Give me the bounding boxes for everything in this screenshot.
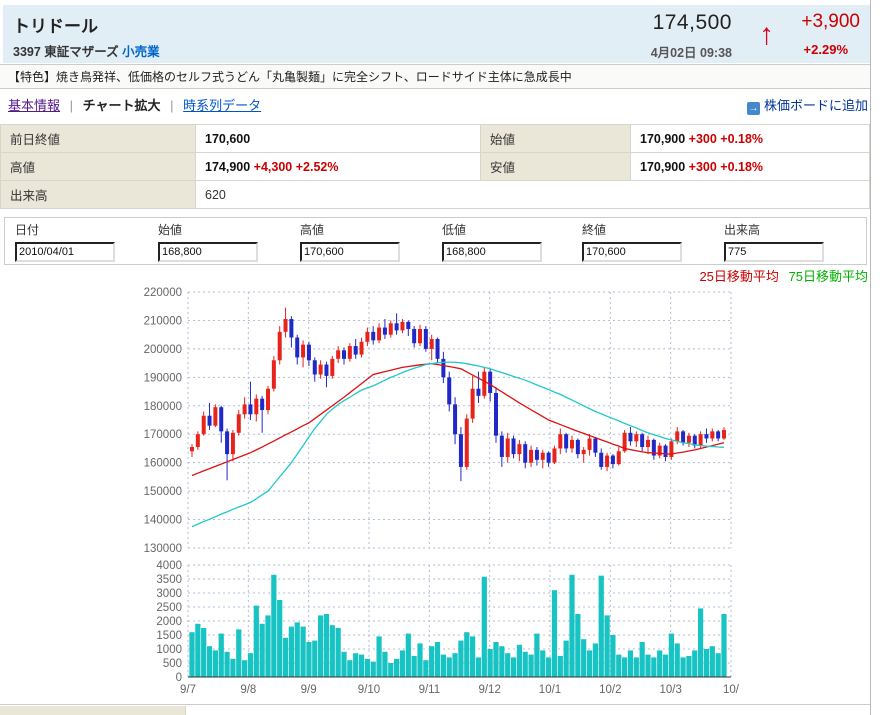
price-change-percent: +2.29%: [803, 42, 848, 57]
svg-text:10/2: 10/2: [599, 684, 621, 696]
svg-text:3000: 3000: [156, 588, 182, 600]
svg-text:9/9: 9/9: [301, 684, 317, 696]
volume-field-label: 出来高: [724, 223, 761, 237]
stock-name: トリドール: [13, 17, 98, 36]
svg-text:9/8: 9/8: [240, 684, 256, 696]
next-section-label-cell: [0, 706, 186, 715]
svg-text:200000: 200000: [144, 344, 182, 356]
tab-separator: |: [170, 98, 174, 113]
prev-close-value: 170,600: [195, 124, 481, 153]
quote-summary-table: 前日終値 170,600 始値 170,900 +300 +0.18% 高値 1…: [0, 124, 870, 209]
svg-text:190000: 190000: [144, 372, 182, 384]
stock-header: トリドール 3397 東証マザーズ 小売業 174,500 4月02日 09:3…: [3, 5, 870, 63]
ma25-legend: 25日移動平均: [699, 269, 779, 284]
arrow-right-icon: →: [746, 102, 760, 115]
field-volume: 出来高: [724, 221, 854, 262]
quote-input-section: 日付 始値 高値 低値 終値 出来高: [4, 217, 867, 265]
field-open: 始値: [158, 221, 288, 262]
svg-text:220000: 220000: [144, 287, 182, 299]
low-input[interactable]: [442, 242, 542, 262]
low-label: 安値: [480, 152, 631, 181]
field-date: 日付: [15, 221, 145, 262]
svg-text:160000: 160000: [144, 458, 182, 470]
prev-close-label: 前日終値: [0, 124, 196, 153]
open-field-label: 始値: [158, 223, 183, 237]
next-section-partial-row: [0, 704, 870, 715]
svg-text:0: 0: [176, 672, 182, 684]
svg-text:2500: 2500: [156, 602, 182, 614]
tab-timeseries[interactable]: 時系列データ: [183, 98, 262, 113]
svg-text:500: 500: [163, 658, 182, 670]
svg-text:140000: 140000: [144, 515, 182, 527]
high-label: 高値: [0, 152, 196, 181]
high-value: 174,900 +4,300 +2.52%: [195, 152, 481, 181]
svg-text:150000: 150000: [144, 486, 182, 498]
volume-value: 620: [195, 180, 870, 209]
current-price: 174,500: [652, 11, 732, 34]
stock-code: 3397: [13, 45, 41, 59]
svg-text:180000: 180000: [144, 401, 182, 413]
chart-legend: 25日移動平均 75日移動平均: [699, 266, 868, 285]
svg-text:10/1: 10/1: [539, 684, 561, 696]
open-input[interactable]: [158, 242, 258, 262]
high-input[interactable]: [300, 242, 400, 262]
industry-link[interactable]: 小売業: [122, 45, 160, 59]
up-arrow-icon: ↑: [759, 18, 774, 51]
stock-code-line: 3397 東証マザーズ 小売業: [13, 41, 160, 60]
add-board-label: 株価ボードに追加: [763, 98, 868, 113]
svg-text:9/11: 9/11: [419, 684, 441, 696]
date-input[interactable]: [15, 242, 115, 262]
tab-bar: 基本情報 | チャート拡大 | 時系列データ: [0, 91, 870, 121]
low-field-label: 低値: [442, 223, 467, 237]
quote-datetime: 4月02日 09:38: [650, 46, 732, 60]
tab-basic-info[interactable]: 基本情報: [8, 98, 61, 113]
low-value: 170,900 +300 +0.18%: [630, 152, 870, 181]
volume-label: 出来高: [0, 180, 196, 209]
field-low: 低値: [442, 221, 572, 262]
close-input[interactable]: [582, 242, 682, 262]
svg-text:9/10: 9/10: [358, 684, 380, 696]
add-to-price-board-link[interactable]: → 株価ボードに追加: [746, 91, 868, 121]
svg-text:2000: 2000: [156, 616, 182, 628]
open-value: 170,900 +300 +0.18%: [630, 124, 870, 153]
svg-text:170000: 170000: [144, 429, 182, 441]
svg-text:130000: 130000: [144, 543, 182, 555]
high-field-label: 高値: [300, 223, 325, 237]
svg-text:9/12: 9/12: [478, 684, 500, 696]
svg-text:10/3: 10/3: [659, 684, 681, 696]
svg-text:210000: 210000: [144, 315, 182, 327]
price-change: +3,900: [801, 11, 860, 32]
volume-input[interactable]: [724, 242, 824, 262]
svg-text:1000: 1000: [156, 644, 182, 656]
svg-text:9/7: 9/7: [180, 684, 196, 696]
close-field-label: 終値: [582, 223, 607, 237]
open-label: 始値: [480, 124, 631, 153]
svg-text:10/: 10/: [723, 684, 740, 696]
field-high: 高値: [300, 221, 430, 262]
svg-text:1500: 1500: [156, 630, 182, 642]
company-feature-line: 【特色】焼き鳥発祥、低価格のセルフ式うどん「丸亀製麺」に完全シフト、ロードサイド…: [0, 64, 870, 89]
field-close: 終値: [582, 221, 712, 262]
date-field-label: 日付: [15, 223, 40, 237]
svg-text:4000: 4000: [156, 560, 182, 572]
svg-text:3500: 3500: [156, 574, 182, 586]
stock-market: 東証マザーズ: [44, 45, 119, 59]
tab-chart-zoom[interactable]: チャート拡大: [82, 98, 161, 113]
tab-separator: |: [69, 98, 74, 113]
ma75-legend: 75日移動平均: [788, 269, 868, 284]
page-right-border: [870, 0, 871, 715]
